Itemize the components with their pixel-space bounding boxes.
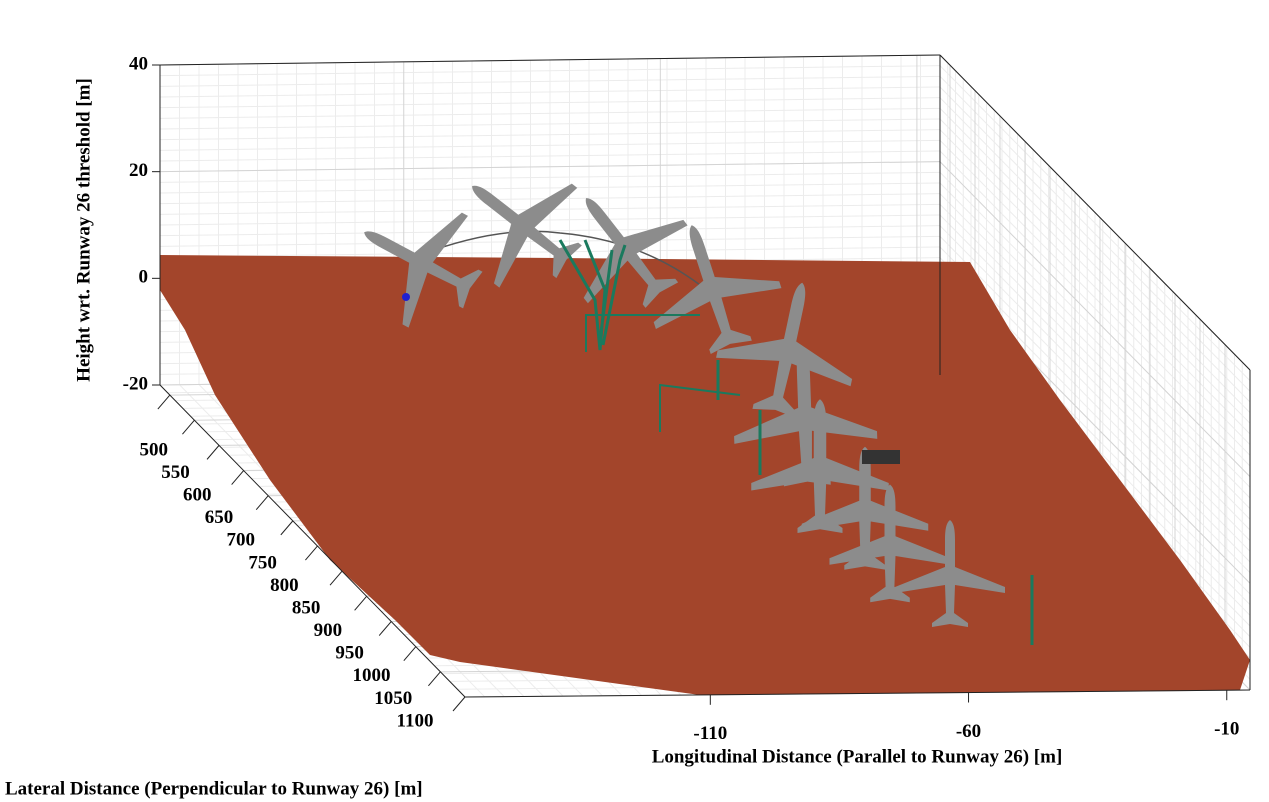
y-tick-label: 1100 [397,710,434,731]
z-tick-label: 40 [129,53,148,74]
y-tick [281,521,293,535]
y-tick-label: 950 [335,643,364,664]
y-axis-label: Lateral Distance (Perpendicular to Runwa… [5,778,423,799]
y-tick [404,647,416,661]
y-tick-label: 800 [270,575,299,596]
y-tick-label: 550 [161,462,190,483]
x-tick-label: -10 [1214,719,1239,740]
marker [402,293,410,301]
chart: -20 0 20 40 -110 -60 -10 5005506006507007508008… [0,0,1269,802]
y-tick [379,622,391,636]
y-tick [182,420,194,434]
y-tick-label: 600 [183,485,212,506]
z-tick-label: 20 [129,160,148,181]
y-tick [207,445,219,459]
y-tick-label: 1050 [374,688,412,709]
x-tick-label: -60 [956,721,981,742]
y-tick [232,471,244,485]
y-tick-label: 650 [205,507,234,528]
z-axis-label: Height wrt. Runway 26 threshold [m] [73,78,94,382]
y-tick-label: 500 [139,439,168,460]
y-tick [355,596,367,610]
y-tick [158,395,170,409]
y-tick-label: 750 [248,552,277,573]
z-tick-label: 0 [139,267,149,288]
x-tick-label: -110 [693,723,727,744]
object [862,450,900,464]
y-tick [256,496,268,510]
y-tick [453,697,465,711]
y-tick [305,546,317,560]
z-tick-label: -20 [123,373,148,394]
y-tick-label: 1000 [352,665,390,686]
y-tick-label: 900 [314,620,343,641]
y-tick [428,672,440,686]
x-axis-label: Longitudinal Distance (Parallel to Runwa… [652,746,1063,767]
y-tick-label: 700 [227,530,256,551]
y-tick-label: 850 [292,597,321,618]
y-tick [330,571,342,585]
